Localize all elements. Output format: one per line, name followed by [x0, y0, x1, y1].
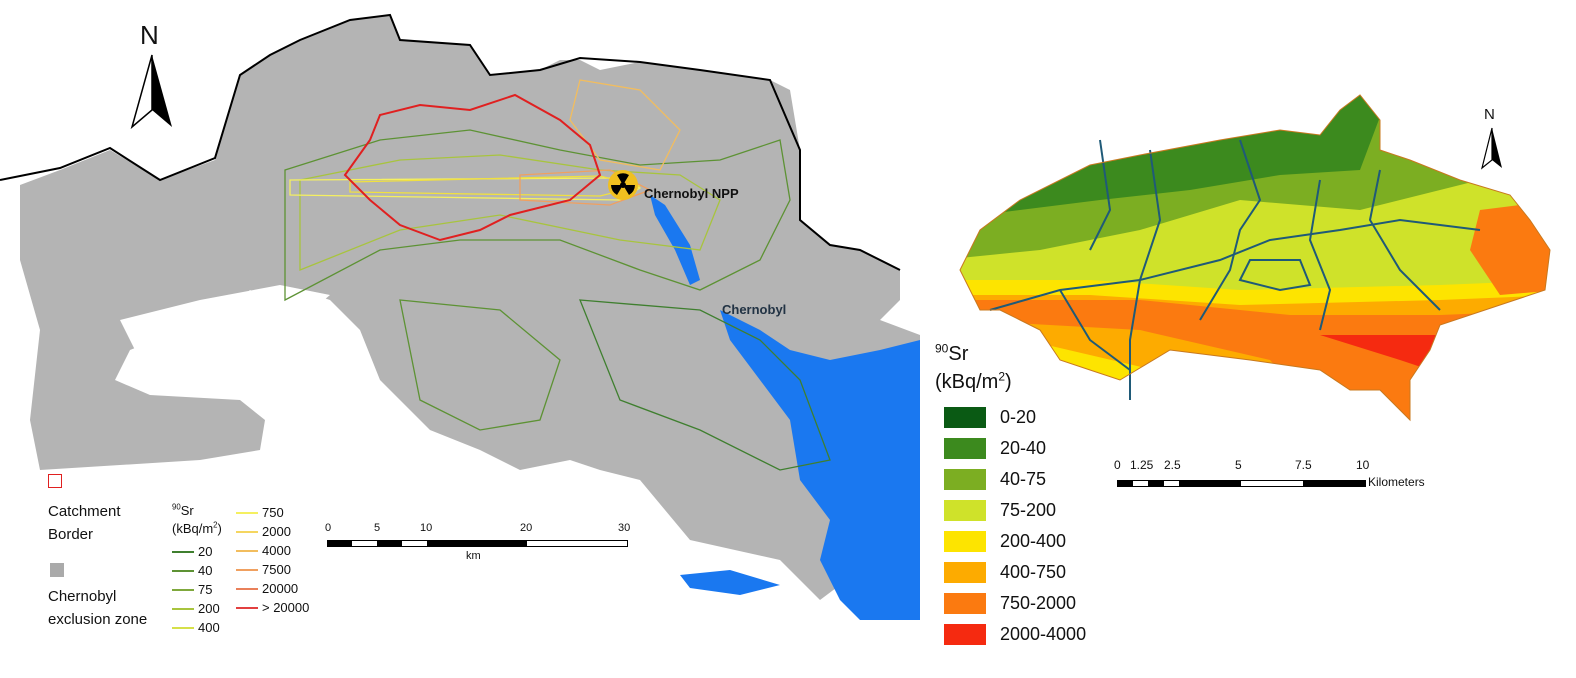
left-scale-bar — [327, 540, 628, 547]
class-legend-item: 200-400 — [944, 526, 1086, 557]
zone-legend-swatch — [50, 563, 64, 577]
catchment-legend-label: Catchment Border — [48, 503, 121, 543]
left-legend-title: 90Sr (kBq/m2) — [172, 502, 222, 536]
class-legend-item: 20-40 — [944, 433, 1086, 464]
contour-legend-item: 75 — [172, 580, 220, 599]
right-scale-bar — [1117, 480, 1366, 487]
contour-legend-item: > 20000 — [236, 598, 309, 617]
class-legend-item: 0-20 — [944, 402, 1086, 433]
class-legend-item: 2000-4000 — [944, 619, 1086, 650]
white-gap — [120, 285, 330, 360]
outer-border-line — [0, 13, 901, 271]
contour-legend-col1: 20 40 75 200 400 — [172, 542, 220, 637]
contour-legend-item: 20000 — [236, 579, 309, 598]
contour-legend-item: 400 — [172, 618, 220, 637]
contour-legend-item: 4000 — [236, 541, 309, 560]
zone-legend-label: Chernobyl exclusion zone — [48, 588, 148, 628]
left-scale-ticks: 0 5 10 20 30 — [325, 522, 631, 534]
contour-lines — [284, 79, 831, 471]
stream-network — [989, 139, 1481, 400]
north-arrow-icon — [130, 54, 172, 130]
contour-legend-item: 2000 — [236, 522, 309, 541]
water-bodies — [650, 195, 920, 620]
class-legend-item: 40-75 — [944, 464, 1086, 495]
contour-legend-item: 40 — [172, 561, 220, 580]
class-legend-item: 75-200 — [944, 495, 1086, 526]
left-scale-unit: km — [466, 550, 481, 562]
catchment-legend-swatch — [48, 474, 62, 488]
right-north-label: N — [1484, 106, 1495, 123]
radiation-icon — [608, 170, 638, 200]
label-chernobyl-town: Chernobyl — [722, 302, 787, 317]
class-legend-item: 400-750 — [944, 557, 1086, 588]
left-map — [0, 13, 920, 620]
right-map — [959, 94, 1551, 422]
north-label: N — [140, 20, 159, 50]
catchment-border — [343, 93, 602, 242]
right-scale-ticks: 0 1.25 2.5 5 7.5 10 — [1114, 458, 1370, 472]
contour-legend-item: 20 — [172, 542, 220, 561]
right-catchment-outline — [959, 94, 1551, 422]
right-north-arrow-icon — [1480, 127, 1502, 170]
contour-legend-item: 750 — [236, 503, 309, 522]
class-legend-item: 750-2000 — [944, 588, 1086, 619]
right-scale-unit: Kilometers — [1368, 475, 1425, 489]
right-legend-title: 90Sr (kBq/m2) — [935, 341, 1012, 393]
label-chernobyl-npp: Chernobyl NPP — [644, 186, 739, 201]
contour-legend-item: 200 — [172, 599, 220, 618]
right-legend-classes: 0-20 20-40 40-75 75-200 200-400 400-750 … — [944, 402, 1086, 650]
contour-legend-item: 7500 — [236, 560, 309, 579]
contour-legend-col2: 750 2000 4000 7500 20000 > 20000 — [236, 503, 309, 617]
